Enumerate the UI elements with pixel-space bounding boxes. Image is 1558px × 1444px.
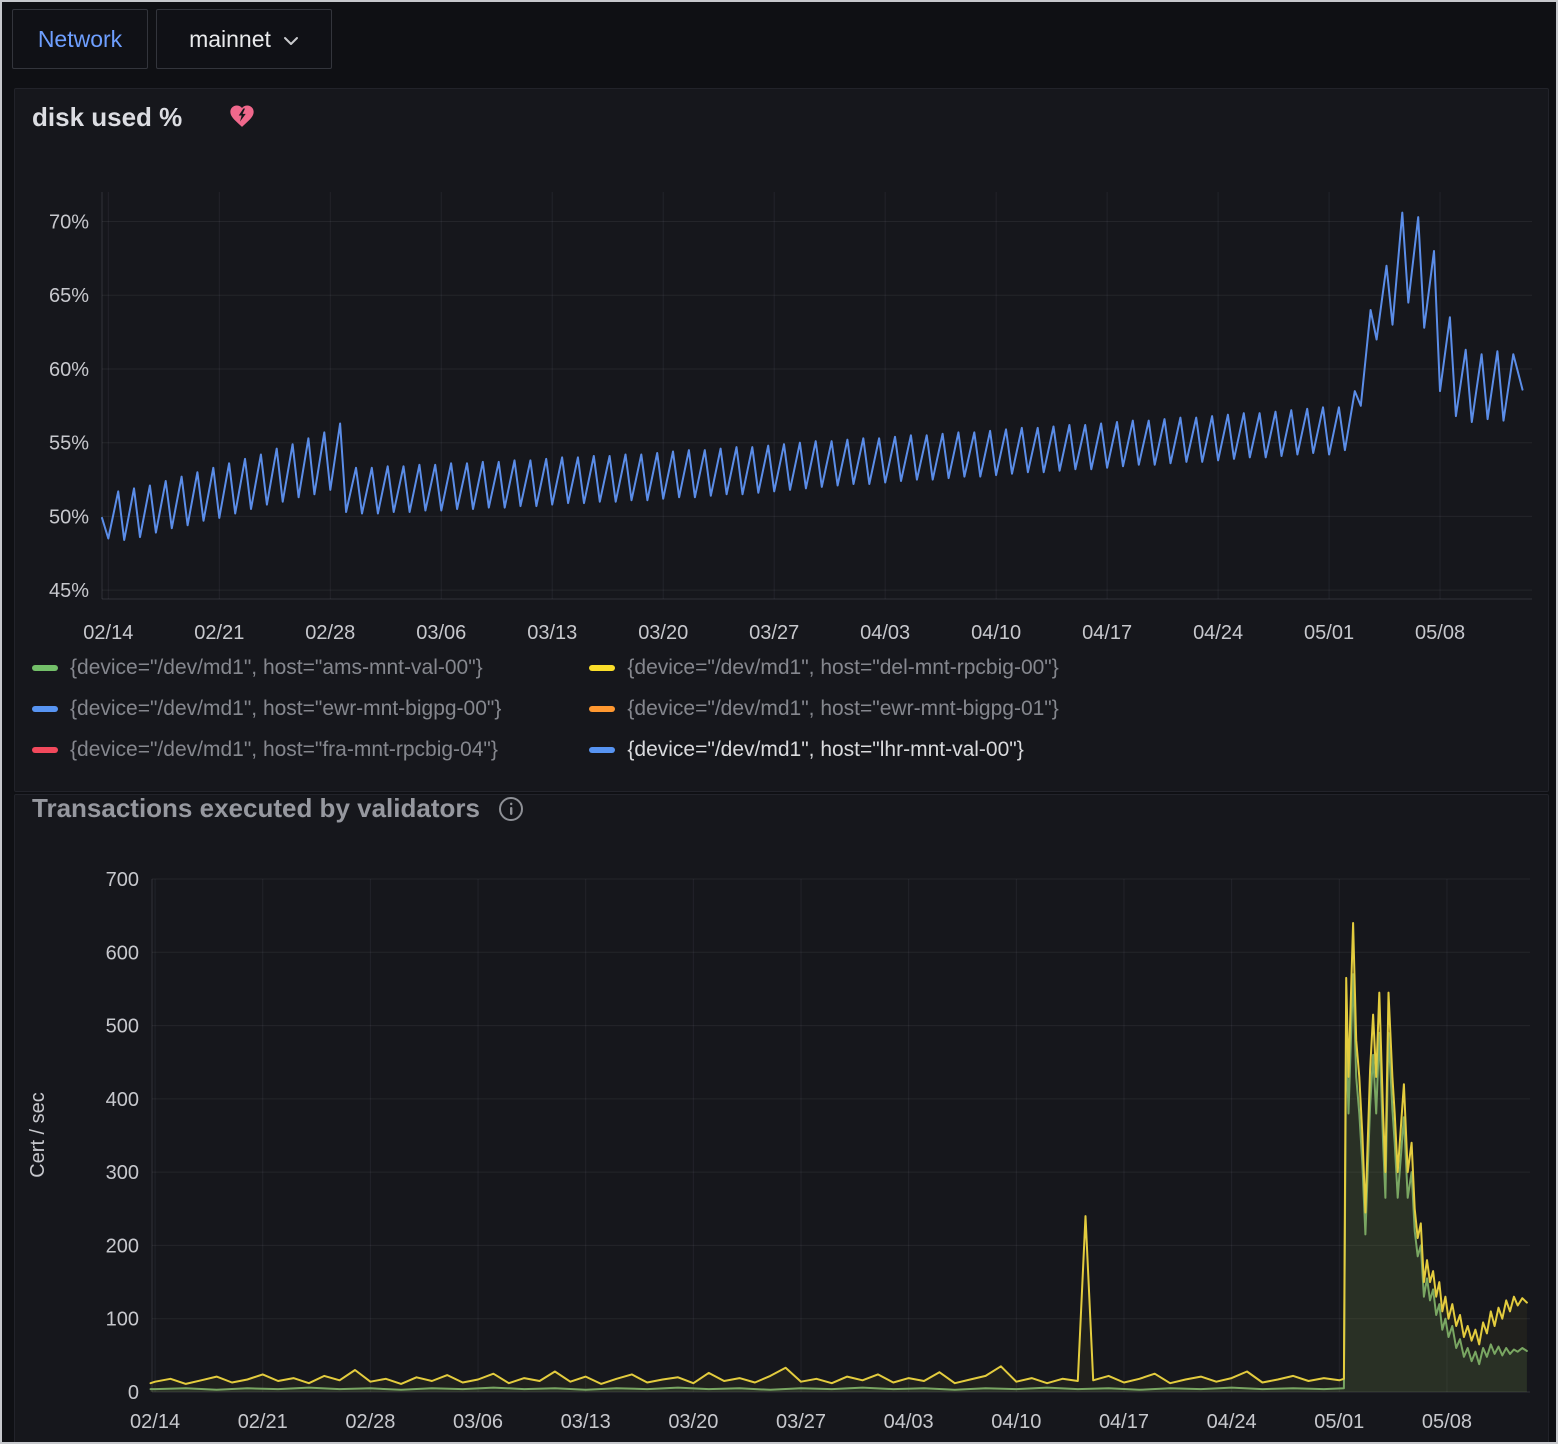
legend-series-swatch [32,747,58,753]
legend-series-swatch [32,665,58,671]
panel-transactions [14,794,1549,1442]
network-value-text: mainnet [189,25,271,52]
panel-title-transactions[interactable]: Transactions executed by validators [32,793,480,823]
legend-series-swatch [589,706,616,712]
legend-series-label: {device="/dev/md1", host="lhr-mnt-val-00… [627,738,1024,761]
network-variable-label: Network [12,9,148,69]
legend: {device="/dev/md1", host="ams-mnt-val-00… [32,656,1532,762]
legend-series-label: {device="/dev/md1", host="ewr-mnt-bigpg-… [70,697,502,720]
legend-series-swatch [589,665,616,671]
legend-item[interactable]: {device="/dev/md1", host="lhr-mnt-val-00… [589,738,1058,762]
legend-series-label: {device="/dev/md1", host="fra-mnt-rpcbig… [70,738,498,761]
legend-series-swatch [589,747,616,753]
network-label-text: Network [37,25,123,52]
legend-series-label: {device="/dev/md1", host="ams-mnt-val-00… [70,656,483,679]
panel-title-disk-used[interactable]: disk used % [32,102,183,132]
heart-break-alert-icon [230,105,254,127]
legend-item[interactable]: {device="/dev/md1", host="ams-mnt-val-00… [32,656,501,680]
panel-header-transactions: Transactions executed by validators [32,793,524,824]
legend-item[interactable]: {device="/dev/md1", host="del-mnt-rpcbig… [589,656,1059,680]
chevron-down-icon [283,37,298,45]
legend-series-label: {device="/dev/md1", host="ewr-mnt-bigpg-… [627,697,1059,720]
legend-series-swatch [32,706,58,712]
legend-item[interactable]: {device="/dev/md1", host="ewr-mnt-bigpg-… [589,697,1059,721]
info-icon[interactable] [498,796,524,822]
network-variable-dropdown[interactable]: mainnet [156,9,332,69]
legend-item[interactable]: {device="/dev/md1", host="fra-mnt-rpcbig… [32,738,501,762]
legend-item[interactable]: {device="/dev/md1", host="ewr-mnt-bigpg-… [32,697,501,721]
legend-series-label: {device="/dev/md1", host="del-mnt-rpcbig… [627,656,1059,679]
